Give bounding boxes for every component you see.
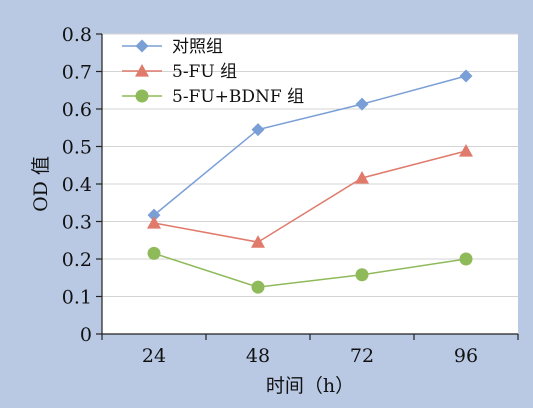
y-tick-label: 0.6 — [62, 99, 92, 121]
legend-label: 5-FU 组 — [172, 62, 237, 82]
data-point — [147, 246, 161, 260]
data-point — [459, 144, 473, 157]
legend-marker — [135, 64, 149, 77]
series-2 — [147, 246, 473, 294]
y-tick-label: 0 — [80, 324, 92, 346]
y-tick-label: 0.7 — [62, 62, 92, 84]
y-tick-label: 0.4 — [62, 174, 92, 196]
data-point — [147, 208, 161, 222]
y-tick-label: 0.2 — [62, 249, 92, 271]
y-tick-labels: 0 0.1 0.2 0.3 0.4 0.5 0.6 0.7 0.8 — [62, 24, 92, 346]
series-line — [153, 252, 467, 288]
data-point — [147, 216, 161, 229]
y-tick-label: 0.8 — [62, 24, 92, 46]
data-point — [355, 97, 369, 111]
x-tick-label: 24 — [142, 345, 166, 367]
legend-item: 5-FU+BDNF 组 — [122, 87, 304, 107]
axes — [96, 33, 519, 340]
data-point — [459, 252, 473, 266]
x-tick-labels: 24 48 72 96 — [142, 345, 478, 367]
data-point — [251, 235, 265, 248]
legend-label: 对照组 — [172, 37, 223, 57]
x-tick-label: 96 — [454, 345, 478, 367]
data-point — [251, 280, 265, 294]
series-group — [147, 69, 473, 294]
legend-marker — [135, 39, 149, 53]
x-tick-label: 72 — [350, 345, 374, 367]
y-axis-label: OD 值 — [30, 156, 52, 212]
series-0 — [147, 69, 473, 222]
legend-label: 5-FU+BDNF 组 — [172, 87, 304, 107]
legend-marker — [135, 89, 149, 103]
y-tick-label: 0.5 — [62, 137, 92, 159]
legend-item: 5-FU 组 — [122, 62, 237, 82]
legend-item: 对照组 — [122, 37, 223, 57]
series-line — [153, 150, 467, 243]
legend: 对照组 5-FU 组 5-FU+BDNF 组 — [122, 37, 304, 107]
y-tick-label: 0.3 — [62, 212, 92, 234]
x-axis-label: 时间（h） — [266, 375, 354, 397]
data-point — [459, 69, 473, 83]
data-point — [355, 171, 369, 184]
x-tick-label: 48 — [246, 345, 270, 367]
y-tick-label: 0.1 — [62, 287, 92, 309]
series-line — [153, 75, 467, 216]
data-point — [355, 268, 369, 282]
data-point — [251, 123, 265, 137]
series-1 — [147, 144, 473, 248]
